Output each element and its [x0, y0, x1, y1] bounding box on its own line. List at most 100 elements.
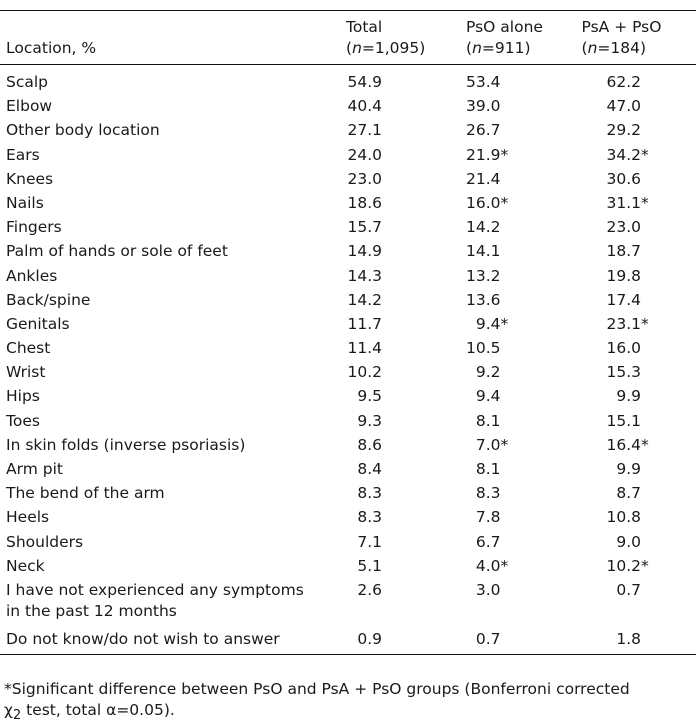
header-pso-count: =911)	[481, 39, 531, 57]
cell-pso: 3.0	[466, 578, 582, 627]
cell-total: 8.3	[346, 481, 466, 505]
cell-pso-value: 21.9*	[466, 145, 509, 164]
cell-pso-value: 3.0	[475, 580, 501, 599]
row-label: Other body location	[6, 121, 160, 140]
header-row: Location, % Total (n=1,095) PsO alone (n…	[0, 10, 696, 65]
cell-total: 14.9	[346, 239, 466, 263]
table-row: Ears 24.0 21.9* 34.2*	[0, 143, 696, 167]
cell-total: 7.1	[346, 530, 466, 554]
cell-psa: 9.0	[582, 530, 696, 554]
row-label: Nails	[6, 193, 44, 212]
table-row: Scalp 54.9 53.4 62.2	[0, 65, 696, 95]
row-label: Toes	[6, 411, 40, 430]
row-label: Shoulders	[6, 532, 84, 551]
cell-psa-value: 15.3	[606, 363, 641, 382]
cell-total: 9.3	[346, 409, 466, 433]
cell-psa-value: 31.1*	[606, 193, 649, 212]
cell-psa-value: 16.4*	[606, 435, 649, 454]
row-label: The bend of the arm	[6, 484, 165, 503]
header-pso-alone: PsO alone (n=911)	[466, 10, 582, 65]
table-row: In skin folds (inverse psoriasis) 8.6 7.0*…	[0, 433, 696, 457]
cell-total-value: 23.0	[347, 169, 382, 188]
row-label: Chest	[6, 339, 51, 358]
cell-pso-value: 39.0	[466, 97, 501, 116]
cell-psa-value: 9.9	[616, 460, 641, 478]
cell-psa-value: 1.8	[616, 629, 641, 648]
cell-psa-value: 9.9	[616, 387, 641, 406]
cell-psa: 47.0	[582, 94, 696, 118]
row-label: Ankles	[6, 266, 58, 285]
cell-pso: 0.7	[466, 626, 582, 656]
cell-psa-value: 30.6	[606, 169, 641, 188]
cell-pso-value: 10.5	[466, 339, 501, 358]
table-row: Ankles 14.3 13.2 19.8	[0, 264, 696, 288]
cell-total-value: 15.7	[347, 218, 382, 237]
row-label: I have not experienced any symptoms in t…	[0, 578, 346, 627]
cell-total-value: 14.9	[347, 242, 382, 261]
cell-total-value: 24.0	[347, 145, 382, 164]
row-label-line2: in the past 12 months	[6, 601, 177, 620]
header-pso-line2: (n=911)	[466, 39, 531, 57]
header-total-line1: Total	[346, 18, 383, 36]
row-label: Do not know/do not wish to answer	[0, 626, 346, 656]
cell-total-value: 9.3	[357, 411, 382, 430]
table-row: Back/spine 14.2 13.6 17.4	[0, 288, 696, 312]
cell-total: 9.5	[346, 384, 466, 408]
cell-pso: 16.0*	[466, 191, 582, 215]
cell-psa: 31.1*	[582, 191, 696, 215]
table-row: Palm of hands or sole of feet 14.9 14.1 18.…	[0, 239, 696, 263]
cell-total-value: 8.3	[357, 484, 382, 503]
cell-psa-value: 10.8	[606, 508, 641, 527]
cell-pso: 13.6	[466, 288, 582, 312]
row-label: Arm pit	[6, 460, 63, 478]
cell-total: 0.9	[346, 626, 466, 656]
cell-total-value: 2.6	[357, 580, 382, 599]
cell-pso-value: 0.7	[475, 629, 501, 648]
cell-psa: 9.9	[582, 384, 696, 408]
row-label: Neck	[6, 556, 45, 575]
cell-psa-value: 9.0	[616, 532, 641, 551]
cell-psa-value: 16.0	[606, 339, 641, 358]
row-label: Heels	[6, 508, 50, 527]
row-label: Wrist	[6, 363, 46, 382]
cell-total: 8.4	[346, 457, 466, 481]
cell-psa: 62.2	[582, 65, 696, 95]
cell-psa: 10.8	[582, 505, 696, 529]
cell-pso: 26.7	[466, 118, 582, 142]
table-row: Heels 8.3 7.8 10.8	[0, 505, 696, 529]
cell-pso-value: 9.4*	[475, 314, 509, 333]
header-pso-n: n	[472, 39, 482, 57]
cell-pso-value: 16.0*	[466, 193, 509, 212]
table-row: Fingers 15.7 14.2 23.0	[0, 215, 696, 239]
cell-pso: 8.3	[466, 481, 582, 505]
row-label: Fingers	[6, 218, 62, 237]
table-row: Neck 5.1 4.0* 10.2*	[0, 554, 696, 578]
cell-pso-value: 53.4	[466, 73, 501, 91]
table-row: Shoulders 7.1 6.7 9.0	[0, 530, 696, 554]
cell-total-value: 10.2	[347, 363, 382, 382]
cell-total: 14.3	[346, 264, 466, 288]
cell-psa: 18.7	[582, 239, 696, 263]
cell-psa-value: 8.7	[616, 484, 641, 503]
cell-psa: 10.2*	[582, 554, 696, 578]
cell-psa: 9.9	[582, 457, 696, 481]
table-row: Genitals 11.7 9.4* 23.1*	[0, 312, 696, 336]
cell-pso-value: 8.3	[475, 484, 501, 503]
table-row: The bend of the arm 8.3 8.3 8.7	[0, 481, 696, 505]
cell-psa: 8.7	[582, 481, 696, 505]
cell-psa: 19.8	[582, 264, 696, 288]
cell-pso: 21.4	[466, 167, 582, 191]
header-location: Location, %	[0, 10, 346, 65]
row-label: Genitals	[6, 314, 70, 333]
header-total: Total (n=1,095)	[346, 10, 466, 65]
header-psa-pso: PsA + PsO (n=184)	[581, 10, 696, 65]
cell-total-value: 18.6	[347, 193, 382, 212]
table-row: Elbow 40.4 39.0 47.0	[0, 94, 696, 118]
cell-psa-value: 34.2*	[606, 145, 649, 164]
cell-pso: 39.0	[466, 94, 582, 118]
cell-total-value: 14.2	[347, 290, 382, 309]
cell-pso: 9.4	[466, 384, 582, 408]
footnote-line1: *Significant difference between PsO and …	[4, 680, 630, 698]
cell-pso-value: 14.1	[466, 242, 501, 261]
